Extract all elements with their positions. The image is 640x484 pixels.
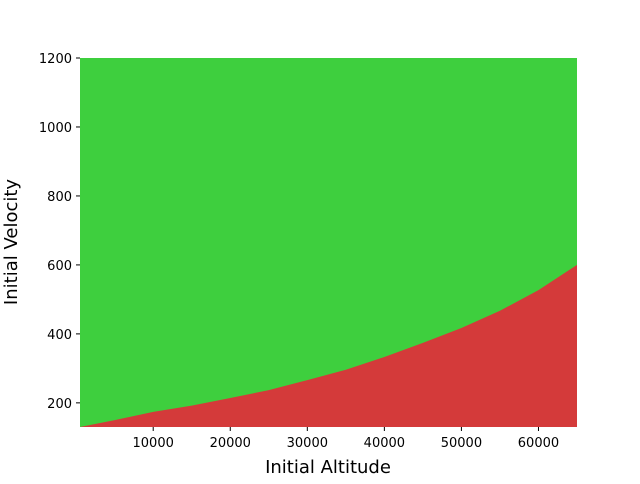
y-tick-label: 600: [47, 259, 72, 274]
x-axis-label: Initial Altitude: [265, 457, 391, 478]
x-tick-label: 20000: [210, 436, 251, 451]
x-tick-label: 60000: [518, 436, 559, 451]
x-tick-label: 40000: [364, 436, 405, 451]
y-tick-label: 1000: [39, 121, 72, 136]
y-tick-label: 400: [47, 328, 72, 343]
y-tick-label: 800: [47, 190, 72, 205]
region-below: [80, 264, 577, 427]
y-tick-label: 1200: [39, 52, 72, 67]
x-tick-label: 50000: [441, 436, 482, 451]
x-tick-label: 10000: [133, 436, 174, 451]
x-tick-label: 30000: [287, 436, 328, 451]
y-tick-label: 200: [47, 397, 72, 412]
y-axis-label: Initial Velocity: [1, 179, 22, 305]
